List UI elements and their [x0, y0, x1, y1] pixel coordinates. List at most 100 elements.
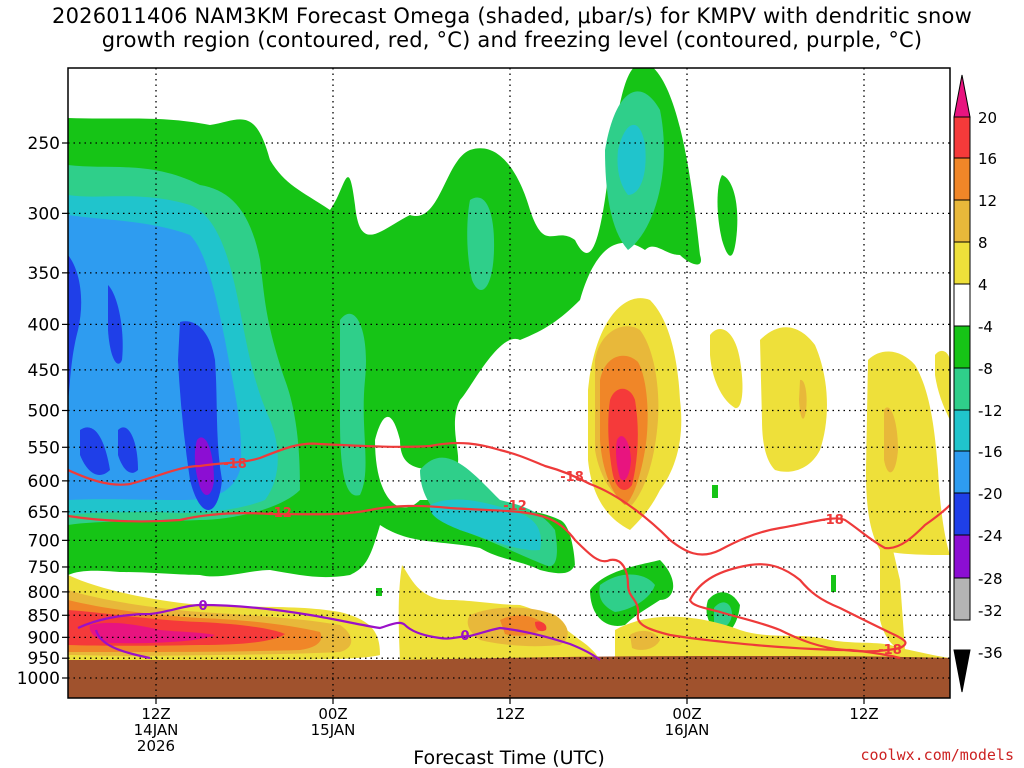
omega-fill-p4: [615, 616, 950, 660]
omega-fill-m20: [118, 427, 138, 473]
omega-fill-m8: [714, 602, 732, 627]
x-tick-label: 12Z: [849, 705, 878, 723]
omega-fill-p4: [935, 350, 950, 420]
colorbar-label: -12: [978, 402, 1003, 420]
y-tick-label: 350: [28, 264, 60, 284]
omega-fill-p16: [535, 621, 547, 632]
plot-area: [68, 68, 950, 698]
contour-label: -18: [223, 457, 247, 472]
y-tick-label: 450: [28, 361, 60, 381]
x-tick-label: 2026: [137, 737, 175, 755]
colorbar-label: -4: [978, 318, 993, 336]
terrain-surface: [68, 656, 950, 698]
omega-fill-p4: [880, 520, 905, 650]
y-axis: 2503003504004505005506006507007508008509…: [17, 134, 68, 689]
x-tick-label: 12Z: [495, 705, 524, 723]
x-tick-label: 00Z: [318, 705, 347, 723]
omega-fill-m4: [831, 575, 836, 592]
colorbar-swatch: [953, 283, 971, 327]
omega-fill-m8: [599, 574, 655, 612]
colorbar-label: -20: [978, 485, 1003, 503]
omega-fill-m8: [340, 313, 366, 496]
y-tick-label: 900: [28, 628, 60, 648]
colorbar-swatch: [953, 492, 971, 536]
y-tick-label: 400: [28, 315, 60, 335]
colorbar-swatch: [953, 157, 971, 201]
colorbar-swatch: [953, 450, 971, 494]
ascent-shading: [68, 68, 836, 634]
y-tick-label: 500: [28, 402, 60, 422]
y-tick-label: 1000: [17, 669, 60, 689]
colorbar-label: -16: [978, 443, 1003, 461]
colorbar-swatch: [953, 116, 971, 159]
contour-minus18-lower: [688, 563, 907, 653]
contour-label: -18: [820, 513, 844, 528]
credit-text: coolwx.com/models: [860, 746, 1014, 764]
plot-frame: [67, 67, 951, 699]
colorbar-label: 20: [978, 109, 997, 127]
omega-fill-p8: [799, 379, 807, 419]
title-line-2: growth region (contoured, red, °C) and f…: [101, 28, 923, 52]
contour-label: -18: [560, 470, 584, 485]
contour-label: 0: [198, 599, 207, 614]
y-tick-label: 950: [28, 649, 60, 669]
x-tick-label: 14JAN: [134, 721, 179, 739]
colorbar-label: -36: [978, 644, 1003, 662]
colorbar-label: 12: [978, 192, 997, 210]
descent-shading: [68, 298, 950, 660]
omega-fill-m20: [80, 427, 110, 475]
colorbar-swatch: [953, 649, 971, 693]
colorbar-label: 4: [978, 276, 988, 294]
x-tick-label: 15JAN: [311, 721, 356, 739]
contour-label: -18: [878, 643, 902, 658]
omega-fill-m20: [68, 255, 82, 400]
contour-label: 0: [460, 629, 469, 644]
omega-fill-p8: [884, 407, 898, 473]
y-tick-label: 850: [28, 606, 60, 626]
omega-fill-p4: [866, 351, 950, 555]
omega-fill-m4: [712, 485, 718, 498]
y-tick-label: 600: [28, 472, 60, 492]
omega-fill-p4: [760, 327, 827, 472]
colorbar-swatch: [953, 367, 971, 411]
colorbar-label: -28: [978, 570, 1003, 588]
contour-label: -12: [503, 499, 527, 514]
colorbar-label: -32: [978, 602, 1003, 620]
contour-label: -12: [268, 506, 292, 521]
colorbar-label: -8: [978, 360, 993, 378]
title-line-1: 2026011406 NAM3KM Forecast Omega (shaded…: [52, 4, 972, 28]
colorbar-swatch: [953, 241, 971, 285]
omega-fill-m20: [108, 285, 123, 364]
x-tick-label: 00Z: [672, 705, 701, 723]
x-tick-label: 16JAN: [665, 721, 710, 739]
colorbar-swatch: [953, 199, 971, 243]
chart-title: 2026011406 NAM3KM Forecast Omega (shaded…: [0, 4, 1024, 52]
omega-fill-p4: [710, 328, 743, 409]
omega-fill-p20: [616, 436, 631, 481]
omega-fill-p12: [500, 615, 545, 636]
y-tick-label: 300: [28, 204, 60, 224]
contour-freezing-level: [77, 603, 601, 661]
y-tick-label: 650: [28, 503, 60, 523]
x-tick-label: 12Z: [141, 705, 170, 723]
colorbar-label: 8: [978, 234, 988, 252]
y-tick-label: 700: [28, 531, 60, 551]
y-tick-label: 800: [28, 583, 60, 603]
contour-lines: [68, 441, 950, 661]
omega-fill-m4: [717, 175, 738, 256]
colorbar-swatch: [953, 577, 971, 621]
y-tick-label: 250: [28, 134, 60, 154]
contour-minus12: [68, 504, 901, 660]
colorbar-swatch: [953, 325, 971, 369]
omega-fill-p8: [630, 630, 660, 650]
colorbar-swatch: [953, 74, 971, 118]
colorbar-label: -24: [978, 527, 1003, 545]
colorbar-swatch: [953, 409, 971, 452]
contour-labels: -18 -18 -18 -18 -12 -12 0 0: [198, 457, 902, 658]
contour-minus18: [68, 441, 950, 556]
x-axis-title: Forecast Time (UTC): [413, 747, 604, 768]
omega-fill-m4: [376, 588, 382, 596]
colorbar-swatch: [953, 534, 971, 579]
